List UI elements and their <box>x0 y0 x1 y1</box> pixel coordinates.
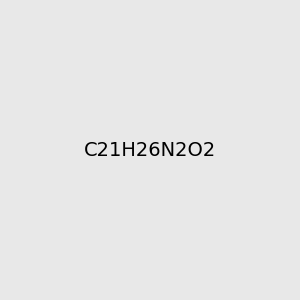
Text: C21H26N2O2: C21H26N2O2 <box>84 140 216 160</box>
